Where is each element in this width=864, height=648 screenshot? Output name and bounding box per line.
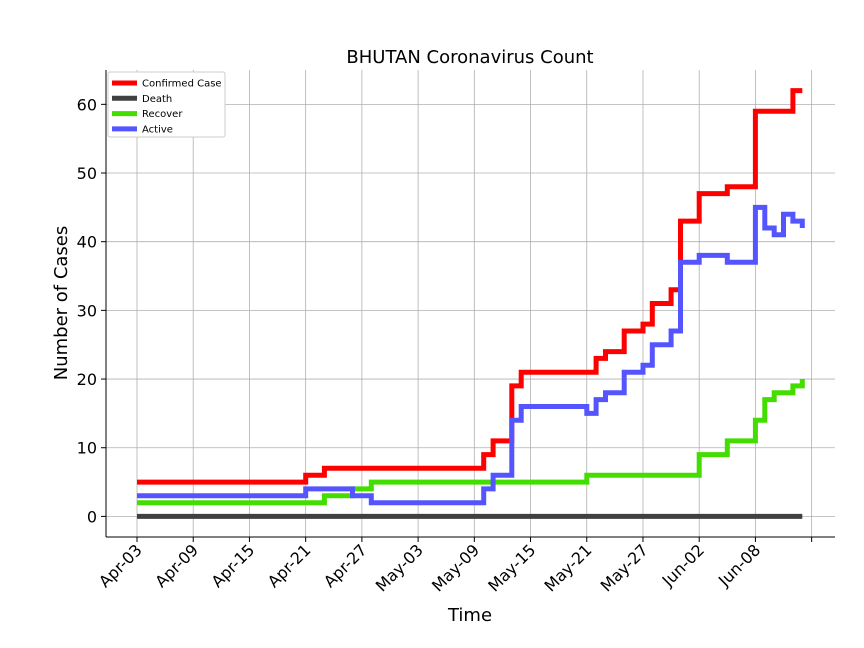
series-line-active [137,204,805,506]
legend: Confirmed Case Death Recover Active [107,71,226,138]
x-tick-label: Jun-02 [658,540,708,590]
x-tick-label: May-03 [372,540,427,595]
x-tick-label: May-09 [428,540,483,595]
x-tick-label: Apr-09 [151,540,202,591]
y-tick-label: 60 [77,95,97,114]
y-tick-label: 0 [87,507,97,526]
x-tick-label: Apr-03 [95,540,146,591]
x-tick-label: Jun-08 [714,540,764,590]
y-tick-label: 20 [77,370,97,389]
series-line-confirmed-case [137,88,803,485]
x-tick-label: May-15 [484,540,539,595]
series-lines [137,88,805,519]
x-axis-label: Time [447,605,492,626]
x-tick-label: May-21 [540,540,595,595]
y-tick-label: 10 [77,439,97,458]
legend-label: Death [142,94,172,105]
legend-label: Confirmed Case [142,79,222,90]
x-ticks: Apr-03 Apr-09 Apr-15 Apr-21 Apr-27 May-03 May-… [95,537,813,596]
grid [106,70,835,537]
y-tick-label: 50 [77,164,97,183]
legend-label: Active [142,124,173,135]
y-tick-label: 40 [77,233,97,252]
y-tick-label: 30 [77,301,97,320]
legend-label: Recover [142,109,183,120]
y-axis-label: Number of Cases [51,226,72,381]
x-tick-label: Apr-27 [320,540,371,591]
x-tick-label: Apr-15 [208,540,259,591]
chart-title: BHUTAN Coronavirus Count [346,47,593,68]
y-ticks: 0 10 20 30 40 50 60 [77,95,106,526]
x-tick-label: Apr-21 [264,540,315,591]
axes [105,70,835,538]
legend-box [107,71,226,138]
x-tick-label: May-27 [597,540,652,595]
